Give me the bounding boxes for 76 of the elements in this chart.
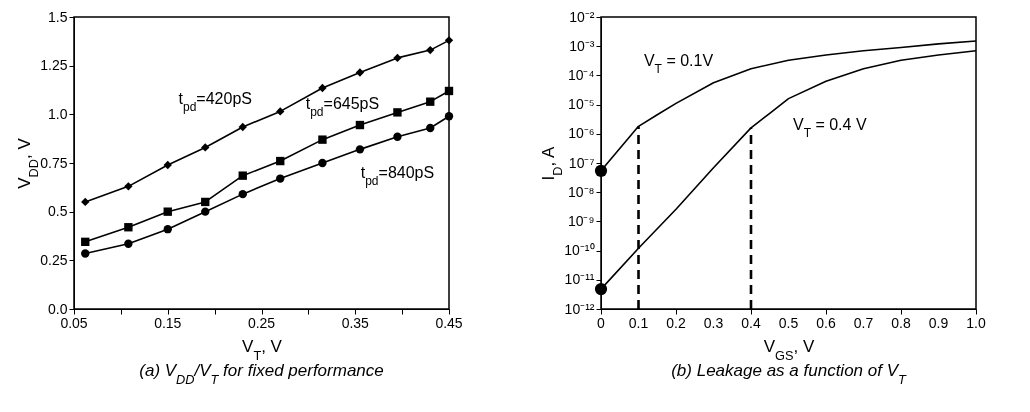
x-tick-label: 0.2 <box>666 315 686 331</box>
x-tick-label: 0.7 <box>853 315 874 331</box>
y-tick-label: 0.0 <box>48 300 68 317</box>
point <box>426 97 435 106</box>
point <box>355 145 365 154</box>
point <box>124 182 133 191</box>
x-tick-label: 0.25 <box>247 315 276 331</box>
x-tick-label: 0.05 <box>60 315 88 331</box>
point <box>318 135 327 144</box>
series-label: V$_{T}$ = 0.4 V <box>792 116 867 141</box>
x-tick-label: 0.15 <box>154 315 182 331</box>
x-tick-label: 0.1 <box>628 315 649 331</box>
point <box>276 174 285 183</box>
x-tick-label: 0.45 <box>435 315 463 331</box>
y-tick-label: 10⁻⁷ <box>568 154 595 171</box>
point <box>81 197 90 207</box>
point <box>81 249 90 258</box>
text: (a) V$_{DD}$/V$_{T}$ for fixed performance <box>139 360 384 386</box>
y-tick-label: 10⁻⁵ <box>568 96 595 113</box>
point <box>444 112 454 121</box>
point <box>201 197 210 207</box>
x-tick-label: 1.0 <box>966 315 986 331</box>
x-tick-label: 0.8 <box>891 315 911 331</box>
x-tick-label: 0.6 <box>816 315 836 331</box>
y-tick-label: 10⁻² <box>569 8 595 25</box>
y-tick-label: 1.0 <box>48 105 68 122</box>
y-tick-label: 10⁻⁸ <box>568 183 595 200</box>
y-tick-label: 0.25 <box>40 251 68 268</box>
x-tick-label: 0.4 <box>741 315 761 331</box>
point <box>393 53 402 63</box>
y-tick-label: 1.5 <box>48 8 68 25</box>
y-tick-label: 10⁻⁹ <box>567 212 595 229</box>
series-label: t$_{pd}$=420pS <box>178 90 252 115</box>
point <box>393 132 402 141</box>
y-tick-label: 10⁻⁴ <box>567 66 595 83</box>
x-axis-title: V$_{T}$, V <box>242 337 283 363</box>
point <box>393 108 402 117</box>
point <box>201 207 210 216</box>
point <box>318 158 327 168</box>
y-tick-label: 10⁻⁶ <box>568 125 595 142</box>
y-tick-label: 10⁻¹⁰ <box>564 242 595 259</box>
y-tick-label: 10⁻¹² <box>564 300 595 317</box>
point <box>355 120 365 130</box>
x-axis-title: V$_{GS}$, V <box>763 337 815 363</box>
point <box>444 86 454 96</box>
point <box>276 156 285 166</box>
x-tick-label: 0.35 <box>341 315 370 331</box>
point <box>426 123 435 133</box>
point <box>238 122 247 132</box>
point <box>201 143 210 152</box>
x-tick-label: 0.5 <box>778 315 799 331</box>
point <box>238 189 247 199</box>
point <box>124 223 133 232</box>
point <box>355 68 365 77</box>
point <box>81 237 90 247</box>
y-tick-label: 0.5 <box>48 203 68 220</box>
x-tick-label: 0.3 <box>703 315 724 331</box>
series-label: t$_{pd}$=840pS <box>360 163 435 188</box>
x-tick-label: 0 <box>597 315 606 331</box>
y-tick-label: 10⁻³ <box>569 37 595 54</box>
point <box>426 45 435 55</box>
point <box>163 160 172 170</box>
x-tick-label: 0.9 <box>928 315 949 331</box>
point <box>163 225 172 234</box>
series-label: V$_{T}$ = 0.1V <box>643 51 714 76</box>
point <box>276 107 285 116</box>
y-tick-label: 10⁻¹¹ <box>564 271 595 288</box>
series-label: t$_{pd}$=645pS <box>305 94 380 119</box>
text: (b) Leakage as a function of V$_{T}$ <box>671 360 908 386</box>
point <box>238 171 247 180</box>
y-tick-label: 1.25 <box>40 57 68 74</box>
point <box>318 83 327 93</box>
point <box>124 239 133 248</box>
point <box>163 207 172 216</box>
y-tick-label: 0.75 <box>40 154 68 171</box>
point <box>444 36 454 45</box>
